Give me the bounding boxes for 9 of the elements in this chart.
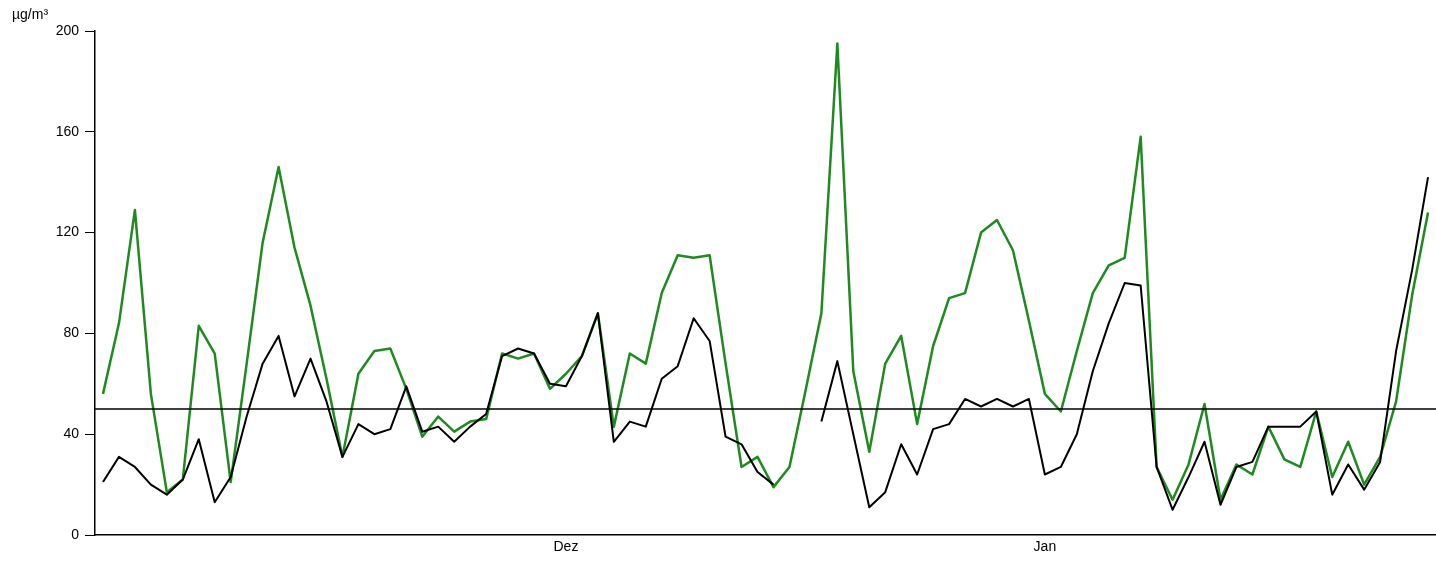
y-tick-label: 40	[63, 425, 80, 442]
y-axis-title: µg/m³	[12, 6, 49, 22]
x-tick-label: Dez	[553, 538, 579, 555]
x-tick-label: Jan	[1033, 538, 1057, 555]
y-tick-label: 200	[55, 21, 80, 38]
y-tick-label: 0	[71, 525, 80, 542]
y-tick-label: 120	[55, 223, 80, 240]
y-tick-label: 80	[63, 324, 80, 341]
y-tick-label: 160	[55, 122, 80, 139]
